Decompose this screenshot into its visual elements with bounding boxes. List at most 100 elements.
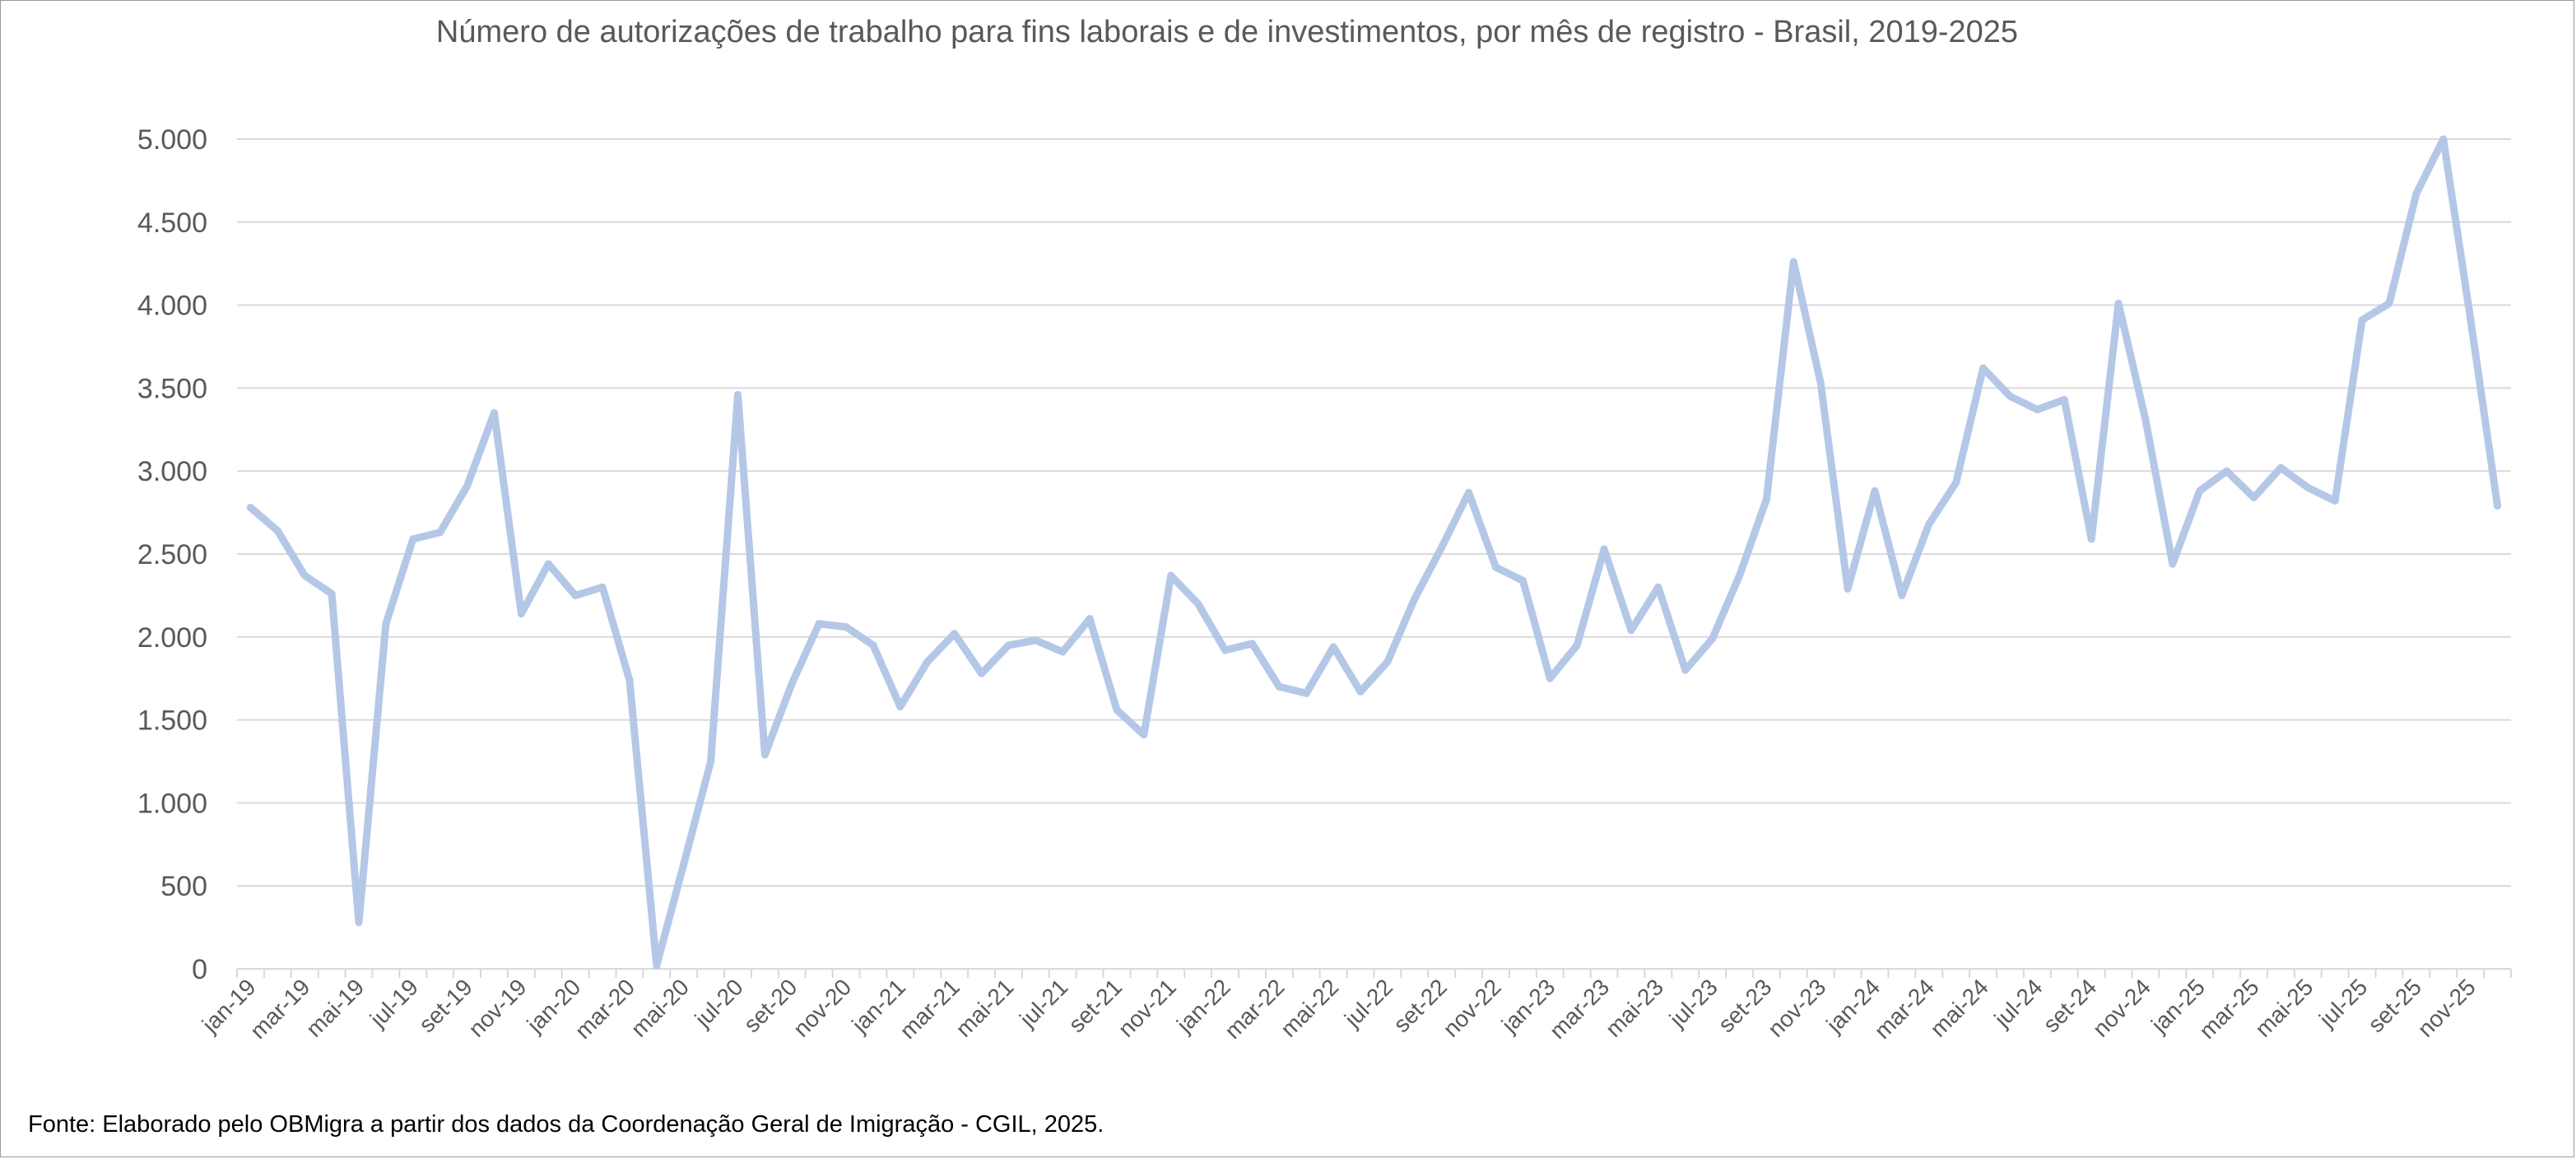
series-line <box>246 135 2502 970</box>
x-tick-label: nov-24 <box>2088 974 2155 1041</box>
data-point-mar-25 <box>2250 493 2258 501</box>
x-tick-label: mai-20 <box>626 974 694 1041</box>
data-point-mar-19 <box>300 571 309 580</box>
data-point-set-21 <box>1113 706 1121 714</box>
data-point-fev-19 <box>273 527 281 535</box>
y-tick-label: 2.000 <box>137 622 207 654</box>
data-point-jun-21 <box>1031 636 1039 645</box>
data-point-nov-25 <box>2467 314 2475 323</box>
data-point-fev-21 <box>923 658 932 666</box>
y-tick-label: 1.500 <box>137 705 207 737</box>
data-point-mar-24 <box>1925 520 1933 528</box>
x-tick-label: mar-19 <box>245 974 315 1044</box>
y-axis: 0 500 1.000 1.500 2.000 2.500 3.000 3.500 4.000 4… <box>137 124 207 985</box>
data-point-jan-24 <box>1871 486 1879 495</box>
x-tick-label: mai-19 <box>301 974 369 1041</box>
data-point-nov-22 <box>1492 563 1500 571</box>
data-point-jul-19 <box>409 535 417 543</box>
y-tick-label: 4.500 <box>137 207 207 239</box>
data-point-ago-23 <box>1736 571 1744 580</box>
data-point-jun-23 <box>1681 666 1690 674</box>
series-area <box>246 135 2502 970</box>
x-axis: jan-19mar-19mai-19jul-19set-19nov-19jan-… <box>197 968 2512 1044</box>
data-point-set-22 <box>1438 543 1446 552</box>
data-point-mai-25 <box>2304 483 2312 491</box>
data-point-ago-20 <box>760 751 769 759</box>
data-point-fev-25 <box>2223 467 2231 475</box>
y-tick-label: 3.500 <box>137 373 207 404</box>
data-point-nov-23 <box>1816 379 1825 387</box>
x-tick-label: jul-23 <box>1664 974 1723 1032</box>
data-point-out-25 <box>2439 135 2448 143</box>
x-tick-label: mar-25 <box>2194 974 2264 1044</box>
data-point-jul-20 <box>734 390 742 398</box>
data-point-set-25 <box>2412 190 2420 198</box>
x-tick-label: mar-23 <box>1545 974 1615 1044</box>
y-tick-label: 1.000 <box>137 788 207 819</box>
data-point-jan-20 <box>571 591 579 599</box>
data-point-dez-22 <box>1518 576 1527 584</box>
x-tick-label: jul-22 <box>1339 974 1397 1032</box>
x-tick-label: mai-22 <box>1276 974 1343 1041</box>
data-point-dez-24 <box>2169 560 2177 568</box>
data-point-ago-25 <box>2385 300 2393 308</box>
x-tick-label: nov-22 <box>1438 974 1505 1041</box>
data-point-out-21 <box>1140 731 1148 739</box>
data-point-nov-19 <box>517 610 525 618</box>
data-point-ago-24 <box>2060 396 2068 404</box>
data-point-jun-25 <box>2331 496 2339 505</box>
data-point-ago-21 <box>1086 615 1094 623</box>
chart-title: Número de autorizações de trabalho para … <box>436 15 2018 49</box>
x-tick-label: mar-20 <box>570 974 640 1044</box>
data-point-jul-21 <box>1058 648 1067 656</box>
x-tick-label: jul-25 <box>2313 974 2372 1032</box>
x-tick-label: nov-19 <box>463 974 531 1041</box>
data-point-jan-25 <box>2196 486 2204 495</box>
data-point-dez-25 <box>2494 502 2502 510</box>
data-point-abr-21 <box>978 669 986 677</box>
data-point-out-22 <box>1465 488 1473 496</box>
data-point-jun-19 <box>382 620 390 628</box>
y-tick-label: 0 <box>192 954 207 985</box>
data-point-dez-20 <box>869 641 877 649</box>
y-tick-label: 3.000 <box>137 456 207 487</box>
data-point-out-23 <box>1789 258 1797 266</box>
x-tick-label: mar-22 <box>1220 974 1290 1044</box>
y-tick-label: 5.000 <box>137 124 207 156</box>
x-tick-label: nov-21 <box>1114 974 1181 1041</box>
data-point-mai-19 <box>355 919 363 927</box>
x-tick-label: mai-21 <box>951 974 1018 1041</box>
y-tick-label: 500 <box>160 871 207 902</box>
data-point-set-20 <box>788 679 796 687</box>
data-point-dez-21 <box>1194 599 1202 607</box>
data-point-mar-21 <box>951 630 959 638</box>
data-point-fev-24 <box>1898 591 1906 599</box>
data-point-mai-20 <box>680 860 688 868</box>
data-point-abr-24 <box>1952 478 1960 486</box>
x-tick-label: nov-25 <box>2412 974 2480 1041</box>
data-point-abr-25 <box>2276 463 2285 472</box>
data-point-jul-25 <box>2358 316 2366 324</box>
data-point-abr-19 <box>328 589 336 598</box>
data-point-mar-23 <box>1600 545 1608 553</box>
data-point-ago-19 <box>436 528 444 537</box>
data-point-jan-23 <box>1546 674 1554 682</box>
x-tick-label: jul-21 <box>1014 974 1072 1032</box>
data-point-nov-24 <box>2141 416 2150 424</box>
data-point-ago-22 <box>1411 594 1419 603</box>
data-point-mar-20 <box>625 676 634 684</box>
data-point-abr-20 <box>653 961 661 970</box>
data-point-set-24 <box>2087 535 2095 543</box>
x-tick-label: jul-19 <box>365 974 423 1032</box>
data-point-out-20 <box>815 620 823 628</box>
data-point-fev-23 <box>1573 641 1581 649</box>
x-tick-label: nov-20 <box>788 974 856 1041</box>
data-point-abr-22 <box>1302 689 1310 697</box>
x-tick-label: mai-24 <box>1925 974 1992 1041</box>
data-point-dez-19 <box>544 560 552 568</box>
data-point-nov-20 <box>842 623 850 631</box>
data-point-dez-23 <box>1844 584 1852 593</box>
data-point-mar-22 <box>1275 682 1283 691</box>
